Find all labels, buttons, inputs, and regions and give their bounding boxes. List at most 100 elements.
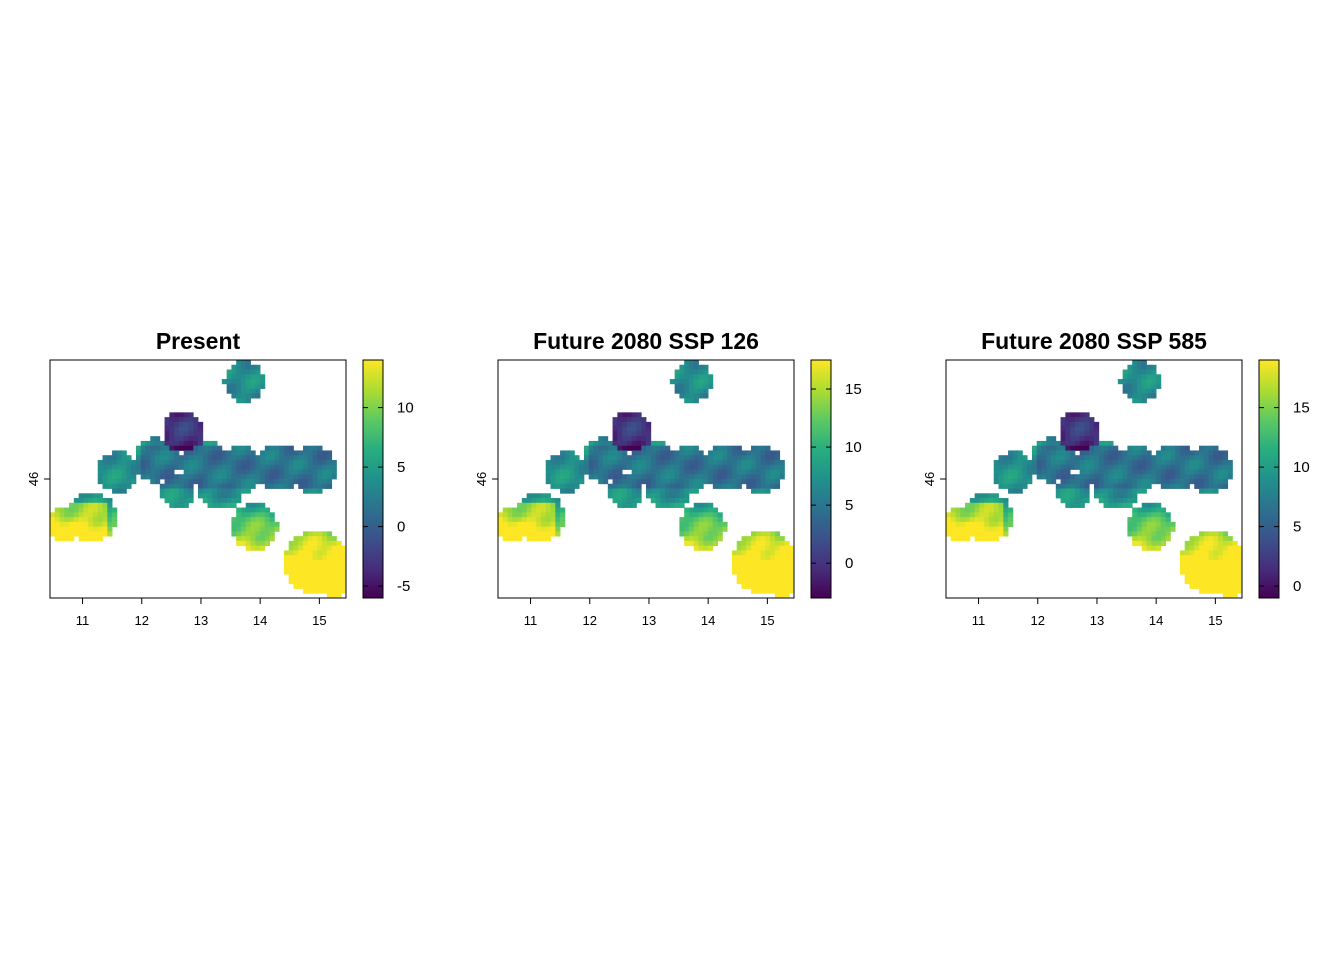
raster-cell bbox=[1136, 360, 1143, 366]
raster-cell bbox=[1175, 474, 1181, 480]
raster-cell bbox=[188, 464, 194, 470]
raster-cell bbox=[770, 469, 776, 475]
raster-cell bbox=[326, 583, 333, 589]
raster-cell bbox=[303, 559, 309, 566]
raster-cell bbox=[1084, 445, 1090, 451]
raster-cell bbox=[622, 464, 628, 470]
raster-cell bbox=[1012, 464, 1019, 470]
raster-cell bbox=[708, 374, 714, 380]
raster-cell bbox=[240, 517, 247, 523]
raster-cell bbox=[607, 440, 613, 447]
raster-cell bbox=[631, 488, 637, 494]
raster-cell bbox=[178, 498, 185, 504]
raster-cell bbox=[1232, 550, 1238, 556]
raster-cell bbox=[588, 440, 594, 447]
raster-cell bbox=[1232, 564, 1238, 570]
raster-cell bbox=[307, 583, 313, 589]
raster-cell bbox=[207, 483, 213, 489]
raster-cell bbox=[107, 502, 113, 508]
raster-cell bbox=[145, 440, 151, 447]
raster-cell bbox=[326, 483, 333, 489]
raster-cell bbox=[1136, 507, 1143, 513]
raster-cell bbox=[69, 526, 75, 532]
raster-cell bbox=[755, 545, 761, 551]
raster-cell bbox=[774, 469, 781, 475]
raster-cell bbox=[102, 459, 108, 466]
raster-cell bbox=[236, 540, 242, 547]
raster-cell bbox=[1003, 521, 1009, 527]
raster-cell bbox=[1189, 464, 1195, 470]
raster-cell bbox=[1146, 379, 1152, 385]
raster-cell bbox=[693, 474, 699, 480]
raster-cell bbox=[1146, 507, 1152, 513]
raster-cell bbox=[1184, 469, 1190, 475]
raster-cell bbox=[550, 507, 556, 513]
raster-cell bbox=[1175, 455, 1181, 461]
raster-cell bbox=[1031, 469, 1038, 475]
raster-cell bbox=[279, 459, 285, 466]
raster-cell bbox=[703, 517, 709, 523]
raster-cell bbox=[669, 483, 676, 489]
raster-cell bbox=[655, 479, 661, 485]
raster-cell bbox=[755, 588, 761, 594]
raster-cell bbox=[307, 564, 313, 570]
raster-cell bbox=[698, 479, 704, 485]
raster-cell bbox=[245, 383, 251, 389]
raster-cell bbox=[226, 379, 232, 385]
raster-cell bbox=[574, 469, 580, 475]
raster-cell bbox=[1213, 555, 1219, 561]
raster-cell bbox=[226, 498, 232, 504]
raster-cell bbox=[1117, 459, 1124, 466]
raster-cell bbox=[97, 521, 103, 527]
raster-cell bbox=[1208, 574, 1214, 580]
raster-cell bbox=[92, 512, 99, 518]
raster-cell bbox=[102, 498, 108, 504]
raster-cell bbox=[1203, 488, 1209, 494]
raster-cell bbox=[974, 536, 980, 542]
raster-cell bbox=[679, 531, 685, 537]
raster-cell bbox=[583, 450, 590, 456]
raster-cell bbox=[245, 445, 251, 451]
raster-cell bbox=[236, 483, 242, 489]
raster-cell bbox=[755, 569, 761, 575]
raster-cell bbox=[1108, 469, 1114, 475]
raster-cell bbox=[1146, 374, 1152, 380]
raster-cell bbox=[293, 545, 299, 551]
raster-cell bbox=[245, 512, 251, 518]
raster-cell bbox=[1046, 479, 1052, 485]
raster-cell bbox=[226, 369, 232, 375]
raster-cell bbox=[317, 464, 323, 470]
raster-cell bbox=[250, 479, 256, 485]
raster-cell bbox=[1199, 445, 1205, 451]
raster-cell bbox=[174, 464, 180, 470]
raster-cell bbox=[64, 507, 70, 513]
raster-cell bbox=[217, 464, 223, 470]
raster-cell bbox=[765, 479, 771, 485]
raster-cell bbox=[260, 479, 266, 485]
raster-cell bbox=[1103, 445, 1109, 451]
raster-cell bbox=[684, 498, 690, 504]
raster-cell bbox=[121, 479, 127, 485]
raster-cell bbox=[1089, 445, 1095, 451]
raster-cell bbox=[998, 483, 1004, 489]
raster-cell bbox=[183, 488, 189, 494]
raster-cell bbox=[684, 374, 690, 380]
raster-cell bbox=[526, 521, 532, 527]
raster-cell bbox=[969, 526, 976, 532]
raster-cell bbox=[164, 498, 170, 504]
raster-cell bbox=[741, 450, 747, 456]
raster-cell bbox=[665, 488, 671, 494]
raster-cell bbox=[250, 364, 256, 370]
raster-cell bbox=[274, 459, 280, 466]
raster-cell bbox=[1189, 555, 1195, 561]
raster-cell bbox=[245, 459, 251, 466]
raster-cell bbox=[1041, 445, 1047, 451]
raster-cell bbox=[1113, 455, 1119, 461]
raster-cell bbox=[312, 540, 318, 547]
raster-cell bbox=[240, 507, 247, 513]
raster-cell bbox=[1184, 578, 1190, 585]
raster-cell bbox=[617, 459, 623, 466]
raster-cell bbox=[264, 517, 271, 523]
raster-cell bbox=[1079, 412, 1085, 418]
raster-cell bbox=[250, 502, 256, 508]
